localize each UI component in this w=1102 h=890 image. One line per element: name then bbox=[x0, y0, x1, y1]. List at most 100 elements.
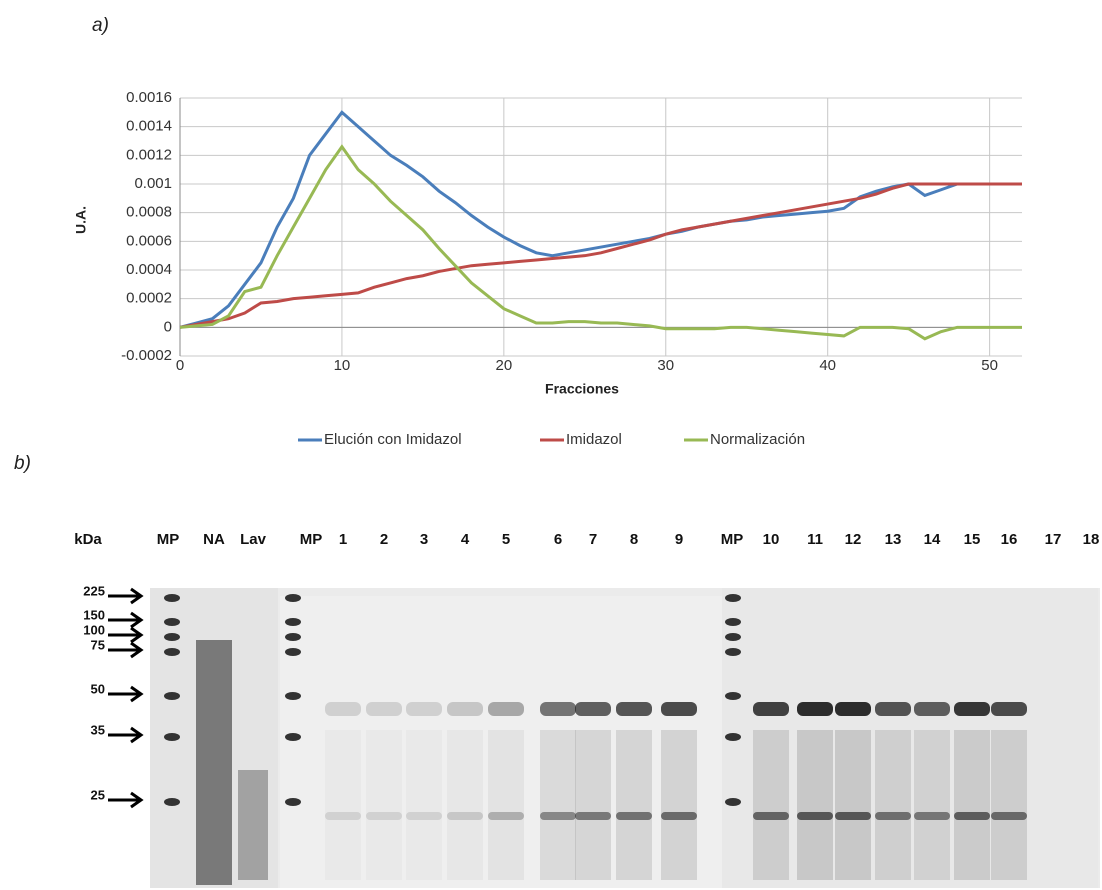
y-tick-label: 0 bbox=[164, 318, 172, 335]
y-tick-label: -0.0002 bbox=[121, 347, 172, 364]
figure: a) b) Fracciones U.A. kDa -0.000200.0002… bbox=[0, 0, 1102, 890]
y-tick-label: 0.0006 bbox=[126, 232, 172, 249]
ladder-band bbox=[725, 633, 741, 641]
gel-band bbox=[366, 702, 402, 716]
marker-arrow bbox=[108, 687, 141, 701]
gel-smear bbox=[366, 730, 402, 880]
data-line bbox=[180, 147, 1022, 339]
gel-band bbox=[835, 702, 871, 716]
gel-smear bbox=[914, 730, 950, 880]
marker-label: 75 bbox=[91, 637, 105, 652]
y-tick-label: 0.001 bbox=[134, 175, 172, 192]
lane-label: 14 bbox=[924, 531, 941, 548]
x-tick-label: 10 bbox=[334, 357, 351, 374]
lane-label: 15 bbox=[964, 531, 981, 548]
ladder-band bbox=[725, 594, 741, 602]
marker-arrow bbox=[108, 643, 141, 657]
ladder-band bbox=[164, 692, 180, 700]
x-axis-title: Fracciones bbox=[545, 381, 619, 397]
gel-band bbox=[797, 702, 833, 716]
ladder-band bbox=[725, 618, 741, 626]
gel-band bbox=[954, 702, 990, 716]
lane-label: MP bbox=[157, 531, 180, 548]
gel-smear bbox=[540, 730, 576, 880]
ladder-band bbox=[164, 618, 180, 626]
ladder-band bbox=[285, 733, 301, 741]
lane-label: 7 bbox=[589, 531, 597, 548]
gel-band bbox=[661, 702, 697, 716]
ladder-band bbox=[164, 733, 180, 741]
lane-label: MP bbox=[300, 531, 323, 548]
gel-smear bbox=[447, 730, 483, 880]
lane-label: 2 bbox=[380, 531, 388, 548]
panel-label: a) bbox=[92, 15, 109, 36]
marker-label: 100 bbox=[83, 622, 105, 637]
lane-label: Lav bbox=[240, 531, 267, 548]
gel-band bbox=[875, 702, 911, 716]
gel-smear bbox=[991, 730, 1027, 880]
lane-label: 5 bbox=[502, 531, 510, 548]
gel-band bbox=[447, 702, 483, 716]
ladder-band bbox=[725, 648, 741, 656]
smear bbox=[196, 640, 232, 885]
lane-label: 9 bbox=[675, 531, 683, 548]
gel-band bbox=[488, 702, 524, 716]
gel-band bbox=[406, 702, 442, 716]
gel-smear bbox=[753, 730, 789, 880]
gel-smear bbox=[797, 730, 833, 880]
gel-band bbox=[575, 702, 611, 716]
lane-label: 13 bbox=[885, 531, 902, 548]
gel-smear bbox=[325, 730, 361, 880]
gel-smear bbox=[954, 730, 990, 880]
y-tick-label: 0.0016 bbox=[126, 89, 172, 106]
lane-label: 3 bbox=[420, 531, 428, 548]
lane-label: MP bbox=[721, 531, 744, 548]
lane-label: 11 bbox=[807, 531, 823, 548]
lane-label: 4 bbox=[461, 531, 470, 548]
marker-label: 225 bbox=[83, 583, 105, 598]
marker-arrow bbox=[108, 728, 141, 742]
ladder-band bbox=[725, 692, 741, 700]
ladder-band bbox=[285, 633, 301, 641]
y-tick-label: 0.0012 bbox=[126, 146, 172, 163]
lane-label: 6 bbox=[554, 531, 562, 548]
ladder-band bbox=[285, 692, 301, 700]
gel-smear bbox=[616, 730, 652, 880]
gel-smear bbox=[875, 730, 911, 880]
ladder-band bbox=[164, 798, 180, 806]
legend-label: Elución con Imidazol bbox=[324, 431, 462, 448]
ladder-band bbox=[164, 594, 180, 602]
ladder-band bbox=[285, 798, 301, 806]
ladder-band bbox=[285, 594, 301, 602]
gel-band bbox=[991, 702, 1027, 716]
y-tick-label: 0.0008 bbox=[126, 204, 172, 221]
lane-label: 8 bbox=[630, 531, 638, 548]
x-tick-label: 40 bbox=[819, 357, 836, 374]
gel-band bbox=[914, 702, 950, 716]
gel-smear bbox=[488, 730, 524, 880]
legend-label: Normalización bbox=[710, 431, 805, 448]
ladder-band bbox=[285, 618, 301, 626]
marker-arrow bbox=[108, 793, 141, 807]
marker-label: 25 bbox=[91, 787, 105, 802]
marker-arrow bbox=[108, 613, 141, 627]
ladder-band bbox=[725, 733, 741, 741]
panel-label: b) bbox=[14, 453, 31, 474]
ladder-band bbox=[285, 648, 301, 656]
x-tick-label: 0 bbox=[176, 357, 184, 374]
smear bbox=[238, 770, 268, 880]
gel-band bbox=[325, 702, 361, 716]
gel-smear bbox=[575, 730, 611, 880]
x-tick-label: 20 bbox=[496, 357, 513, 374]
legend-label: Imidazol bbox=[566, 431, 622, 448]
gel-smear bbox=[661, 730, 697, 880]
gel-band bbox=[616, 702, 652, 716]
lane-label: 1 bbox=[339, 531, 347, 548]
lane-label: NA bbox=[203, 531, 225, 548]
kda-label: kDa bbox=[74, 531, 102, 548]
y-axis-title: U.A. bbox=[73, 206, 89, 234]
y-tick-label: 0.0002 bbox=[126, 290, 172, 307]
ladder-band bbox=[725, 798, 741, 806]
gel-band bbox=[540, 702, 576, 716]
y-tick-label: 0.0004 bbox=[126, 261, 172, 278]
